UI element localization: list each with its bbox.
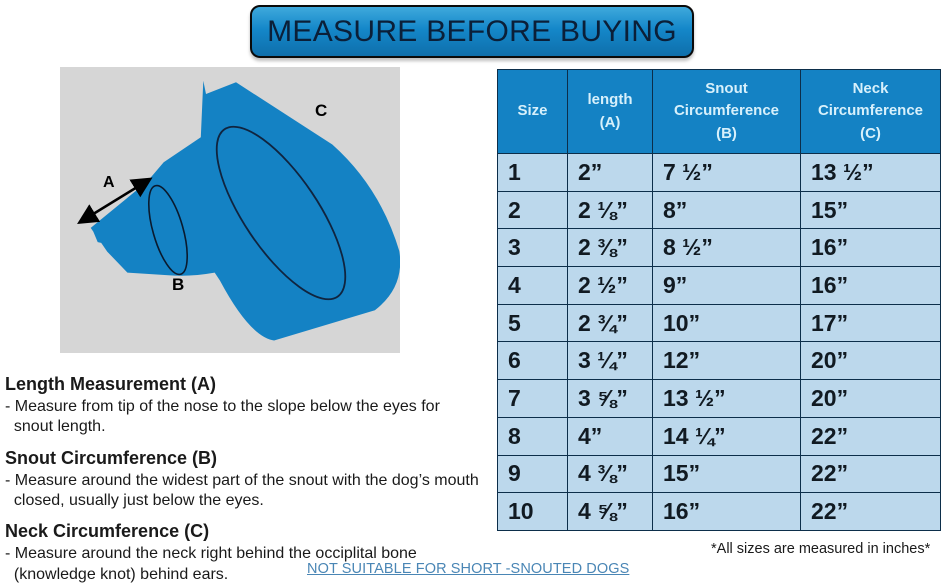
svg-text:A: A [103, 174, 115, 191]
